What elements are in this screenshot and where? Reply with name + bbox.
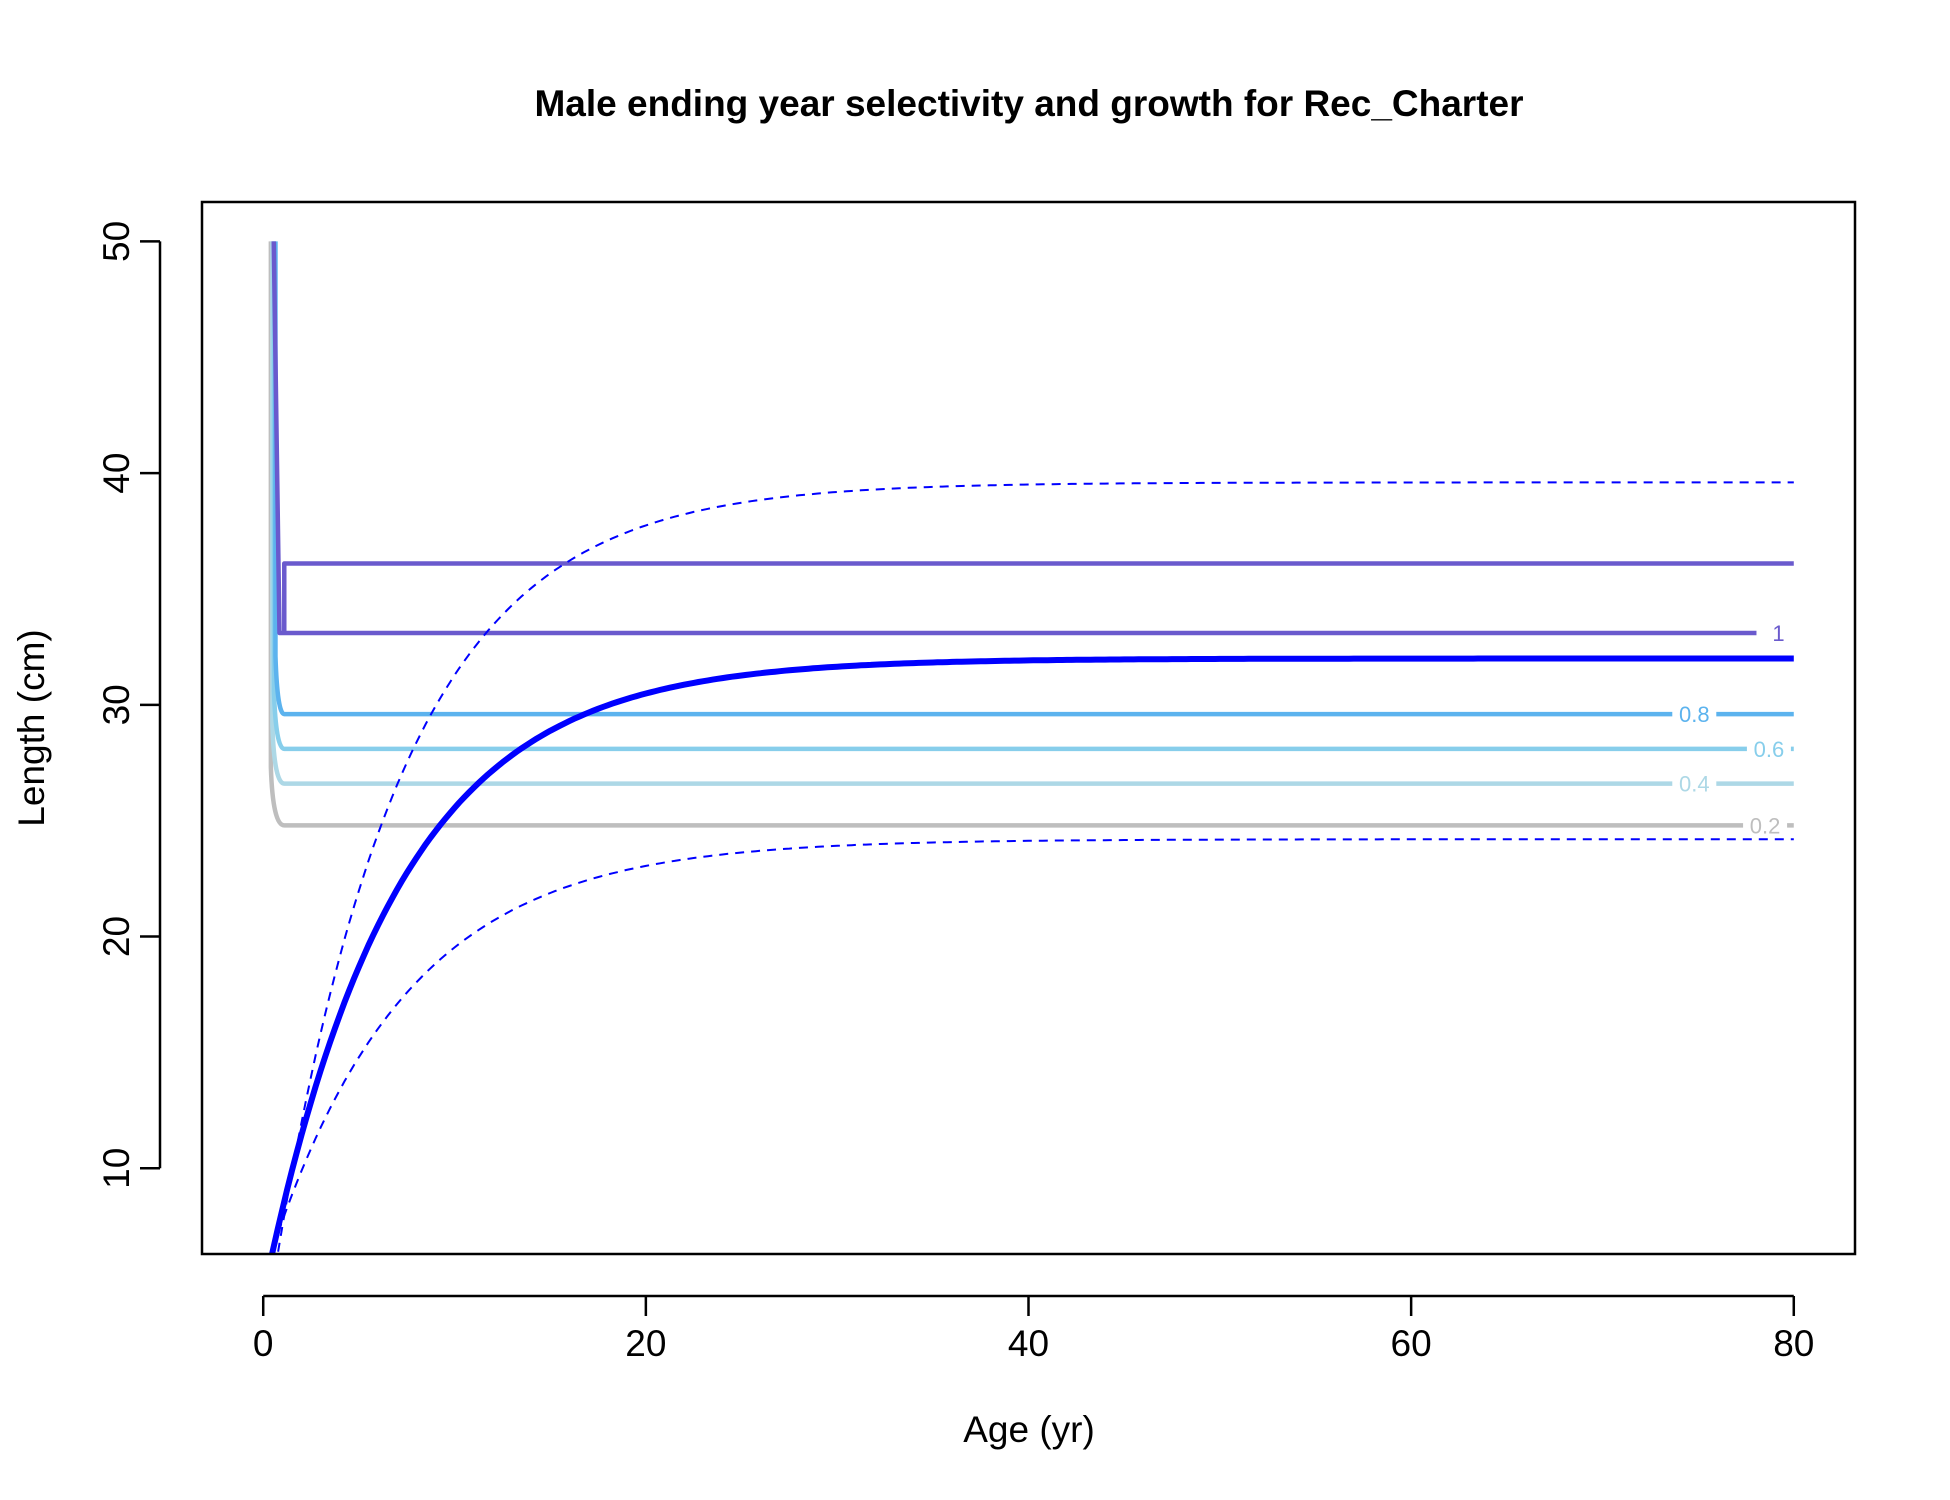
growth-lower-ci-line [269, 838, 1794, 1254]
x-axis-label: Age (yr) [963, 1409, 1095, 1450]
contour-0-2-label: 0.2 [1750, 813, 1781, 838]
contour-0-8-line [273, 241, 1794, 717]
y-tick-label: 50 [96, 221, 137, 262]
x-tick-label: 20 [625, 1323, 666, 1364]
y-axis-label: Length (cm) [11, 629, 52, 826]
contour-0-2-label-bg [1743, 813, 1788, 838]
contour-0-6-label-bg [1746, 736, 1791, 761]
x-tick-label: 60 [1391, 1323, 1432, 1364]
growth-mean-line [269, 655, 1794, 1254]
contour-0-6-line [271, 241, 1794, 752]
plot-frame [200, 200, 1857, 1256]
y-tick-label: 40 [96, 453, 137, 494]
x-tick-label: 40 [1008, 1323, 1049, 1364]
y-tick-label: 30 [96, 684, 137, 725]
contour-1-line [271, 241, 1794, 636]
y-tick-label: 10 [96, 1148, 137, 1189]
contour-0-8-label: 0.8 [1679, 702, 1710, 727]
x-axis: 0 20 40 60 80 [253, 1294, 1814, 1364]
y-axis: 10 20 30 40 50 [96, 221, 162, 1189]
chart-title: Male ending year selectivity and growth … [534, 83, 1523, 124]
x-tick-label: 80 [1773, 1323, 1814, 1364]
contour-1-label: 1 [1772, 621, 1784, 646]
growth-upper-ci-line [276, 481, 1794, 1254]
contour-0-6-label: 0.6 [1754, 737, 1785, 762]
y-tick-label: 20 [96, 916, 137, 957]
contour-1-label-bg [1756, 620, 1801, 645]
contour-0-2-line [268, 241, 1794, 828]
contour-0-4-line [270, 241, 1794, 786]
contour-0-4-label: 0.4 [1679, 772, 1710, 797]
x-tick-label: 0 [253, 1323, 274, 1364]
contour-0-4-label-bg [1672, 771, 1717, 796]
plot-lines: 0.2 0.4 0.6 0.8 1 [268, 241, 1801, 1254]
contour-0-8-label-bg [1672, 702, 1717, 727]
